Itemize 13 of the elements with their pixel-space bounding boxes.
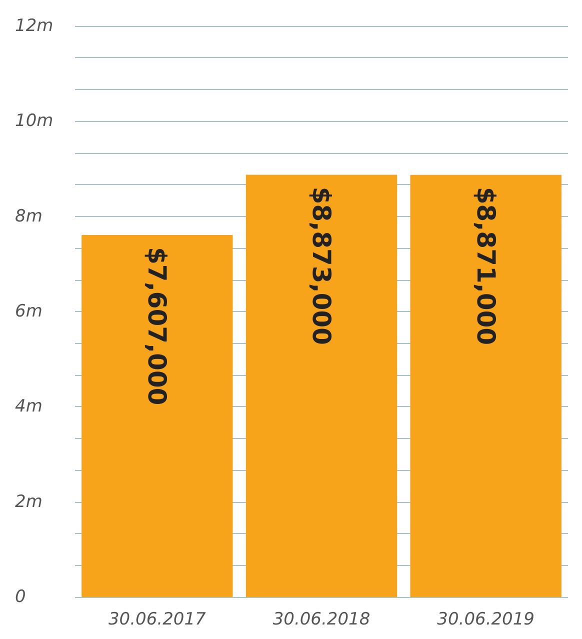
y-tick-label: 10m <box>15 111 54 132</box>
y-tick-label: 6m <box>15 302 42 322</box>
y-tick-label: 4m <box>15 396 42 417</box>
data-label: $8,871,000 <box>471 186 500 346</box>
y-tick-label: 2m <box>15 492 42 512</box>
data-label: $8,873,000 <box>307 186 336 345</box>
x-tick-label: 30.06.2018 <box>272 610 370 630</box>
y-tick-label: 0 <box>15 587 26 607</box>
x-tick-label: 30.06.2019 <box>437 610 535 630</box>
data-label: $7,607,000 <box>142 247 172 406</box>
y-tick-label: 8m <box>15 206 42 226</box>
x-tick-label: 30.06.2017 <box>108 610 206 630</box>
y-tick-label: 12m <box>15 16 54 36</box>
